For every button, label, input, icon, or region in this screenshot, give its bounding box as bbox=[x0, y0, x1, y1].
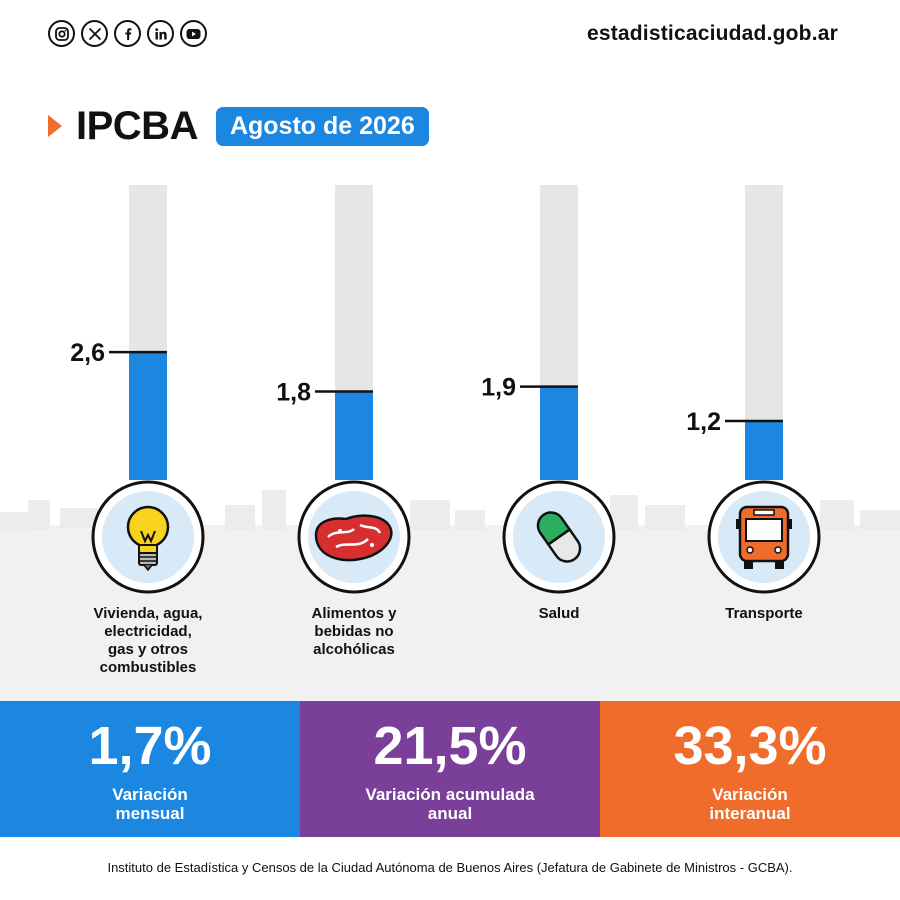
summary-label: Variación acumulada anual bbox=[300, 785, 600, 823]
summary-label: Variación interanual bbox=[600, 785, 900, 823]
summary-label-line: Variación acumulada bbox=[365, 785, 535, 804]
title-marker bbox=[48, 115, 62, 137]
category-label-line: Vivienda, agua, bbox=[93, 605, 203, 622]
title-row: IPCBA Agosto de 2026 bbox=[48, 104, 429, 148]
meat-icon bbox=[314, 514, 393, 562]
summary-label-line: interanual bbox=[709, 804, 791, 823]
data-label: 1,2 bbox=[686, 408, 721, 436]
category-label-line: alcohólicas bbox=[313, 641, 395, 658]
social-icons bbox=[48, 20, 207, 47]
data-label: 1,8 bbox=[276, 379, 311, 407]
category-label-transporte: Transporte bbox=[679, 605, 849, 623]
summary-label-line: mensual bbox=[115, 804, 185, 823]
bar bbox=[335, 391, 373, 480]
summary-label-line: Variación bbox=[112, 785, 188, 804]
bar bbox=[129, 352, 167, 480]
category-label-line: Salud bbox=[538, 605, 580, 622]
category-label-alimentos: Alimentos y bebidas no alcohólicas bbox=[269, 605, 439, 659]
data-label: 2,6 bbox=[70, 339, 105, 367]
summary-value: 21,5% bbox=[373, 716, 527, 776]
youtube-icon[interactable] bbox=[180, 20, 207, 47]
site-url[interactable]: estadisticaciudad.gob.ar bbox=[586, 22, 838, 45]
instagram-icon[interactable] bbox=[48, 20, 75, 47]
bar bbox=[745, 421, 783, 480]
pill-icon bbox=[536, 511, 582, 563]
bus-icon bbox=[736, 505, 792, 569]
lightbulb-icon bbox=[126, 505, 170, 572]
category-label-line: Alimentos y bbox=[311, 605, 397, 622]
summary-monthly: 1,7% Variación mensual bbox=[0, 701, 300, 837]
category-label-vivienda: Vivienda, agua, electricidad, gas y otro… bbox=[63, 605, 233, 677]
summary-accumulated: 21,5% Variación acumulada anual bbox=[300, 701, 600, 837]
summary-label-line: Variación bbox=[712, 785, 788, 804]
facebook-icon[interactable] bbox=[114, 20, 141, 47]
linkedin-icon[interactable] bbox=[147, 20, 174, 47]
summary-value: 33,3% bbox=[673, 716, 827, 776]
page-title: IPCBA bbox=[76, 104, 198, 148]
bar bbox=[540, 386, 578, 480]
category-label-line: gas y otros bbox=[107, 641, 189, 658]
summary-panel: 1,7% Variación mensual 21,5% Variación a… bbox=[0, 701, 900, 837]
x-icon[interactable] bbox=[81, 20, 108, 47]
summary-label-line: anual bbox=[427, 804, 473, 823]
category-label-line: bebidas no bbox=[314, 623, 394, 640]
summary-interannual: 33,3% Variación interanual bbox=[600, 701, 900, 837]
summary-label: Variación mensual bbox=[0, 785, 300, 823]
summary-value: 1,7% bbox=[88, 716, 212, 776]
category-label-salud: Salud bbox=[474, 605, 644, 623]
data-label: 1,9 bbox=[481, 374, 516, 402]
category-label-line: Transporte bbox=[725, 605, 803, 622]
period-badge: Agosto de 2026 bbox=[215, 106, 429, 146]
category-label-line: combustibles bbox=[99, 659, 197, 676]
category-label-line: electricidad, bbox=[104, 623, 192, 640]
footer-credit: Instituto de Estadística y Censos de la … bbox=[107, 860, 793, 875]
